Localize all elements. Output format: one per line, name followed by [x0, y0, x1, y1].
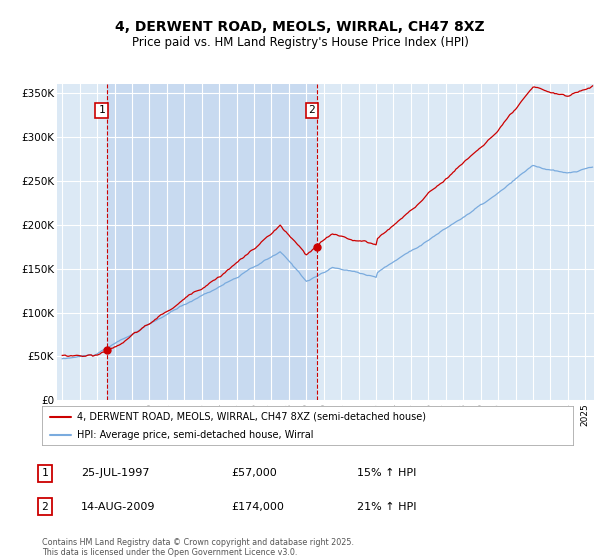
Text: 2: 2	[41, 502, 49, 512]
Text: 4, DERWENT ROAD, MEOLS, WIRRAL, CH47 8XZ: 4, DERWENT ROAD, MEOLS, WIRRAL, CH47 8XZ	[115, 20, 485, 34]
Text: 25-JUL-1997: 25-JUL-1997	[81, 468, 149, 478]
Text: 14-AUG-2009: 14-AUG-2009	[81, 502, 155, 512]
Text: HPI: Average price, semi-detached house, Wirral: HPI: Average price, semi-detached house,…	[77, 430, 313, 440]
Text: 1: 1	[98, 105, 105, 115]
Text: 1: 1	[41, 468, 49, 478]
Text: 4, DERWENT ROAD, MEOLS, WIRRAL, CH47 8XZ (semi-detached house): 4, DERWENT ROAD, MEOLS, WIRRAL, CH47 8XZ…	[77, 412, 425, 422]
Text: £57,000: £57,000	[231, 468, 277, 478]
Text: £174,000: £174,000	[231, 502, 284, 512]
Text: 21% ↑ HPI: 21% ↑ HPI	[357, 502, 416, 512]
Text: Contains HM Land Registry data © Crown copyright and database right 2025.
This d: Contains HM Land Registry data © Crown c…	[42, 538, 354, 557]
Text: 2: 2	[308, 105, 315, 115]
Bar	[107, 84, 317, 400]
Text: 15% ↑ HPI: 15% ↑ HPI	[357, 468, 416, 478]
Text: Price paid vs. HM Land Registry's House Price Index (HPI): Price paid vs. HM Land Registry's House …	[131, 36, 469, 49]
